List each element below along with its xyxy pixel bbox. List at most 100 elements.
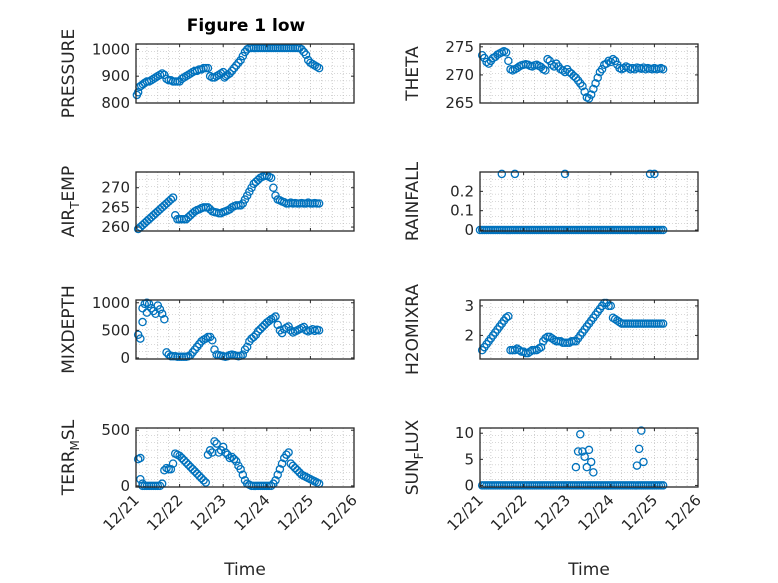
subplot-h2omixra: 2 3 H2OMIXRA xyxy=(403,284,699,375)
data-point xyxy=(501,48,511,57)
data-point xyxy=(205,446,215,455)
axes-box xyxy=(479,299,699,360)
subplot-terrmsl: 0 500 12/21 12/22 12/23 12/24 12/25 12/26 TERRMS… xyxy=(59,419,361,534)
data-point xyxy=(238,51,248,61)
data-point xyxy=(236,55,245,65)
data-point xyxy=(580,452,589,461)
y-axis-label: SUNFLUX xyxy=(403,419,426,495)
data-point xyxy=(190,467,200,476)
y-tick-label: 275 xyxy=(445,38,474,56)
data-point xyxy=(512,63,522,73)
data-point xyxy=(573,447,583,456)
data-point xyxy=(214,448,224,457)
x-tick-label: 12/26 xyxy=(318,491,361,534)
data-point xyxy=(290,463,300,473)
data-point xyxy=(236,201,245,210)
data-point xyxy=(194,471,204,481)
data-point xyxy=(208,448,217,457)
data-point xyxy=(286,326,296,335)
data-point xyxy=(151,309,160,319)
data-point xyxy=(184,460,193,469)
data-point xyxy=(560,169,570,179)
data-point xyxy=(266,481,276,491)
x-axis-label-right: Time xyxy=(567,560,610,580)
data-point xyxy=(504,311,513,321)
data-point xyxy=(578,81,587,91)
data-point xyxy=(181,458,191,467)
y-tick-label: 900 xyxy=(101,67,130,85)
data-points xyxy=(133,171,324,234)
data-point xyxy=(258,322,267,332)
data-point xyxy=(658,225,668,235)
data-point xyxy=(236,464,245,474)
y-tick-label: 265 xyxy=(101,198,130,216)
data-point xyxy=(238,350,248,359)
y-axis-label: RAINFALL xyxy=(403,161,423,241)
data-point xyxy=(203,450,213,459)
data-point xyxy=(273,320,282,330)
data-point xyxy=(133,88,143,97)
data-point xyxy=(576,430,585,439)
data-point xyxy=(591,79,600,88)
data-point xyxy=(541,334,550,343)
x-axis-label-left: Time xyxy=(223,560,266,580)
x-tick-label: 12/23 xyxy=(187,491,230,534)
data-point xyxy=(286,459,296,468)
grid xyxy=(135,171,355,232)
axes-box xyxy=(135,299,355,360)
data-point xyxy=(136,453,145,463)
data-point xyxy=(210,437,219,446)
data-point xyxy=(157,309,167,319)
data-point xyxy=(151,209,160,218)
subplot-pressure: 800 900 1000 PRESSURE xyxy=(59,29,355,118)
data-point xyxy=(166,464,176,474)
data-point xyxy=(482,57,491,67)
subplot-mixdepth: 0 500 1000 MIXDEPTH xyxy=(59,285,355,374)
y-axis-label: TERRMSL xyxy=(59,419,82,496)
data-point xyxy=(249,332,258,342)
data-point xyxy=(210,345,219,354)
data-point xyxy=(175,451,184,461)
y-tick-label: 10 xyxy=(455,424,474,442)
data-point xyxy=(543,54,552,64)
y-tick-label: 0.1 xyxy=(450,202,474,220)
data-point xyxy=(197,473,206,483)
data-point xyxy=(658,481,668,490)
data-point xyxy=(212,439,221,448)
y-tick-label: 0 xyxy=(120,349,130,367)
data-point xyxy=(218,442,228,452)
data-point xyxy=(571,462,581,472)
data-point xyxy=(314,63,324,73)
data-point xyxy=(227,452,237,462)
data-point xyxy=(205,205,215,214)
data-point xyxy=(593,73,602,82)
data-point xyxy=(269,313,278,323)
data-point xyxy=(253,327,263,336)
data-point xyxy=(229,454,239,464)
data-point xyxy=(201,478,211,487)
y-tick-label: 800 xyxy=(101,94,130,112)
data-point xyxy=(275,464,285,474)
data-point xyxy=(138,317,147,327)
data-point xyxy=(584,445,594,455)
data-point xyxy=(504,56,513,66)
data-point xyxy=(179,456,189,465)
data-point xyxy=(229,63,239,73)
data-point xyxy=(144,214,154,224)
data-point xyxy=(225,69,234,78)
data-point xyxy=(184,212,193,222)
axes-box xyxy=(135,427,355,488)
data-point xyxy=(197,337,206,346)
data-point xyxy=(160,201,169,210)
y-axis-label: MIXDEPTH xyxy=(59,285,79,374)
x-tick-label: 12/22 xyxy=(487,491,530,534)
data-point xyxy=(608,54,618,64)
data-points xyxy=(133,298,324,362)
data-point xyxy=(238,470,248,480)
data-point xyxy=(299,47,309,57)
data-point xyxy=(203,63,213,73)
subplot-sunflux: 0 5 10 12/21 12/22 12/23 12/24 12/25 12/26 SUNFLU… xyxy=(403,419,705,534)
